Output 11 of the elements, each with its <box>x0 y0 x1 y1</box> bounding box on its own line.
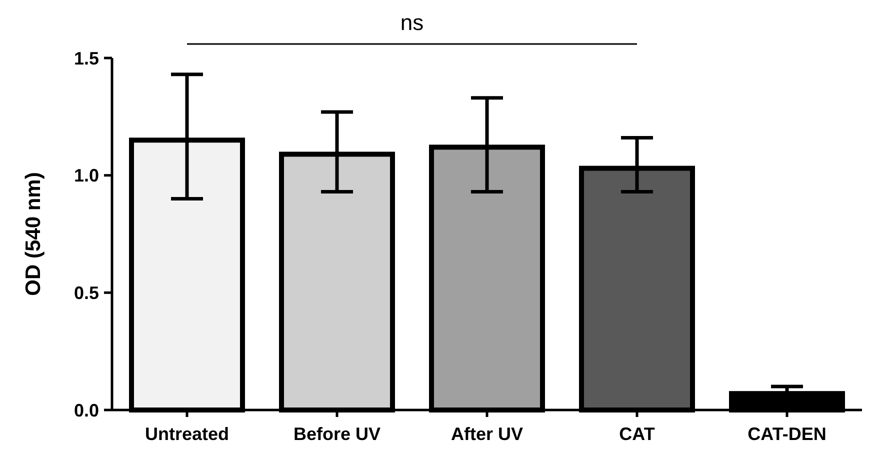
x-tick-label: CAT-DEN <box>748 424 826 444</box>
x-tick-label: CAT <box>619 424 655 444</box>
y-tick-label: 1.5 <box>74 48 99 68</box>
y-tick-label: 0.5 <box>74 282 99 303</box>
x-tick-label: Untreated <box>144 424 230 444</box>
y-tick-label: 1.0 <box>74 166 99 186</box>
x-tick-label: After UV <box>450 424 524 444</box>
text: ns <box>400 10 424 35</box>
x-tick-label: Before UV <box>293 424 381 444</box>
y-tick-label: 0.0 <box>74 400 99 420</box>
y-axis-title: OD (540 nm) <box>22 172 45 296</box>
